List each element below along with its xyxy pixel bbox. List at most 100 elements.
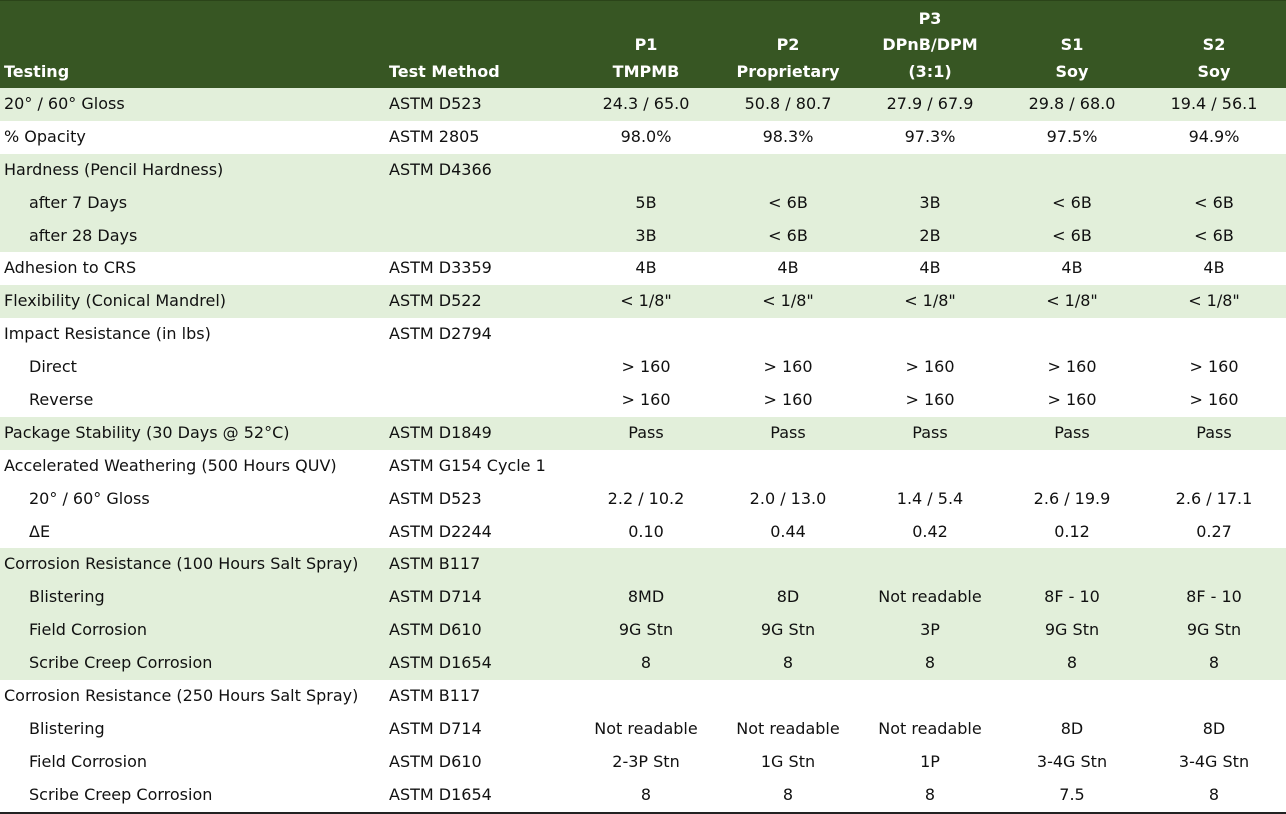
value-cell-s2: < 6B <box>1194 225 1234 245</box>
table-row: Hardness (Pencil Hardness) ASTM D4366 <box>0 153 1286 187</box>
value-cell-s2 <box>1143 318 1285 351</box>
value-cell-s2: 8D <box>1202 718 1226 738</box>
value-cell-s2 <box>1143 154 1285 187</box>
test-name-cell: Blistering <box>29 718 105 738</box>
value-cell-s1 <box>1001 318 1143 351</box>
test-method-cell: ASTM D3359 <box>389 258 492 278</box>
test-name-cell: Hardness (Pencil Hardness) <box>4 159 224 179</box>
value-cell-s2: 3-4G Stn <box>1178 751 1250 771</box>
value-cell-p2: 9G Stn <box>760 620 816 640</box>
value-cell-s1: < 6B <box>1052 225 1092 245</box>
test-name-cell: Package Stability (30 Days @ 52°C) <box>4 422 290 442</box>
value-cell-p1: > 160 <box>621 390 671 410</box>
test-name-cell: after 7 Days <box>29 192 128 212</box>
header-col-s1: S1 Soy <box>1055 35 1089 81</box>
value-cell-s2: < 1/8" <box>1188 291 1240 311</box>
value-cell-s2 <box>1143 450 1285 483</box>
value-cell-p3 <box>859 154 1001 187</box>
value-cell-p1: 8 <box>640 784 652 804</box>
value-cell-p2: Not readable <box>736 718 840 738</box>
value-cell-p1: 24.3 / 65.0 <box>602 94 690 113</box>
test-name-cell: Field Corrosion <box>29 751 147 771</box>
test-method-cell: ASTM D1654 <box>389 784 492 804</box>
value-cell-p1 <box>575 548 717 581</box>
value-cell-p1: Pass <box>628 422 664 442</box>
value-cell-p2: 1G Stn <box>760 751 816 771</box>
value-cell-p1 <box>575 154 717 187</box>
value-cell-p1: 9G Stn <box>618 620 674 640</box>
test-name-cell: Scribe Creep Corrosion <box>29 653 213 673</box>
table-row: 20° / 60° Gloss ASTM D523 24.3 / 65.0 50.8 … <box>0 88 1286 121</box>
value-cell-s2: 8F - 10 <box>1186 587 1242 607</box>
test-method-cell <box>389 384 589 417</box>
test-method-cell: ASTM G154 Cycle 1 <box>389 455 546 475</box>
value-cell-p3: 0.42 <box>912 521 948 541</box>
test-name-cell: % Opacity <box>4 126 86 146</box>
value-cell-p1: Not readable <box>594 718 698 738</box>
header-col-p1: P1 TMPMB <box>612 35 680 81</box>
value-cell-s2: > 160 <box>1189 357 1239 377</box>
table-row: % Opacity ASTM 2805 98.0% 98.3% 97.3% 97.5% 94… <box>0 121 1286 154</box>
value-cell-p1 <box>575 318 717 351</box>
value-cell-p2: 98.3% <box>762 126 814 146</box>
value-cell-p1: 4B <box>635 258 657 278</box>
test-method-cell: ASTM D714 <box>389 587 482 607</box>
test-name-cell: Field Corrosion <box>29 620 147 640</box>
test-method-cell: ASTM D714 <box>389 718 482 738</box>
test-method-cell: ASTM D2244 <box>389 521 492 541</box>
value-cell-p1: 2-3P Stn <box>612 751 680 771</box>
value-cell-s1: < 1/8" <box>1046 291 1098 311</box>
test-name-cell: ΔE <box>29 521 51 541</box>
value-cell-p3: 97.3% <box>904 126 956 146</box>
test-method-cell: ASTM B117 <box>389 554 481 574</box>
test-method-cell: ASTM D1849 <box>389 422 492 442</box>
table-row: Field Corrosion ASTM D610 9G Stn 9G Stn 3P 9G… <box>0 614 1286 648</box>
value-cell-p2: > 160 <box>763 357 813 377</box>
value-cell-s1: > 160 <box>1047 390 1097 410</box>
value-cell-s1: 29.8 / 68.0 <box>1028 94 1116 113</box>
test-method-cell: ASTM D523 <box>389 94 482 113</box>
value-cell-p2: > 160 <box>763 390 813 410</box>
table-row: Corrosion Resistance (100 Hours Salt Spr… <box>0 548 1286 582</box>
value-cell-s2: 4B <box>1203 258 1225 278</box>
value-cell-s2: Pass <box>1196 422 1232 442</box>
value-cell-s1 <box>1001 680 1143 713</box>
value-cell-p1: < 1/8" <box>620 291 672 311</box>
test-name-cell: Reverse <box>29 390 94 410</box>
table-header: Testing Test Method P1 TMPMB P2 Propriet… <box>0 0 1286 88</box>
value-cell-p2: 2.0 / 13.0 <box>749 488 827 508</box>
value-cell-p1: 3B <box>635 225 657 245</box>
value-cell-p2 <box>717 680 859 713</box>
value-cell-s2: 8 <box>1208 653 1220 673</box>
table-body: 20° / 60° Gloss ASTM D523 24.3 / 65.0 50.8 … <box>0 88 1286 812</box>
bottom-rule <box>0 812 1286 814</box>
test-method-cell: ASTM 2805 <box>389 126 480 146</box>
value-cell-s1: 0.12 <box>1054 521 1090 541</box>
table-row: Flexibility (Conical Mandrel) ASTM D522 < … <box>0 285 1286 319</box>
table-row: 20° / 60° Gloss ASTM D523 2.2 / 10.2 2.0 / … <box>0 483 1286 516</box>
test-name-cell: Corrosion Resistance (100 Hours Salt Spr… <box>4 554 359 574</box>
table-row: Accelerated Weathering (500 Hours QUV) AS… <box>0 450 1286 483</box>
test-name-cell: Blistering <box>29 587 105 607</box>
value-cell-p3 <box>859 318 1001 351</box>
value-cell-p3: 27.9 / 67.9 <box>886 94 974 113</box>
header-test-method: Test Method <box>389 61 500 81</box>
table-row: Reverse > 160 > 160 > 160 > 160 > 160 <box>0 384 1286 417</box>
value-cell-p2: < 6B <box>768 192 808 212</box>
value-cell-p1: 8 <box>640 653 652 673</box>
test-name-cell: Corrosion Resistance (250 Hours Salt Spr… <box>4 686 359 706</box>
table-row: Package Stability (30 Days @ 52°C) ASTM D… <box>0 416 1286 450</box>
value-cell-p3: 4B <box>919 258 941 278</box>
table-row: Scribe Creep Corrosion ASTM D1654 8 8 8 7.5 8 <box>0 779 1286 812</box>
test-name-cell: Impact Resistance (in lbs) <box>4 324 211 344</box>
value-cell-p2 <box>717 154 859 187</box>
header-col-p3: P3 DPnB/DPM (3:1) <box>882 8 978 81</box>
value-cell-p3: 1.4 / 5.4 <box>896 488 964 508</box>
value-cell-p3: 1P <box>920 751 940 771</box>
table-row: ΔE ASTM D2244 0.10 0.44 0.42 0.12 0.27 <box>0 516 1286 549</box>
value-cell-s2: 19.4 / 56.1 <box>1170 94 1258 113</box>
test-method-cell: ASTM D523 <box>389 488 482 508</box>
value-cell-p2: Pass <box>770 422 806 442</box>
value-cell-s1 <box>1001 154 1143 187</box>
